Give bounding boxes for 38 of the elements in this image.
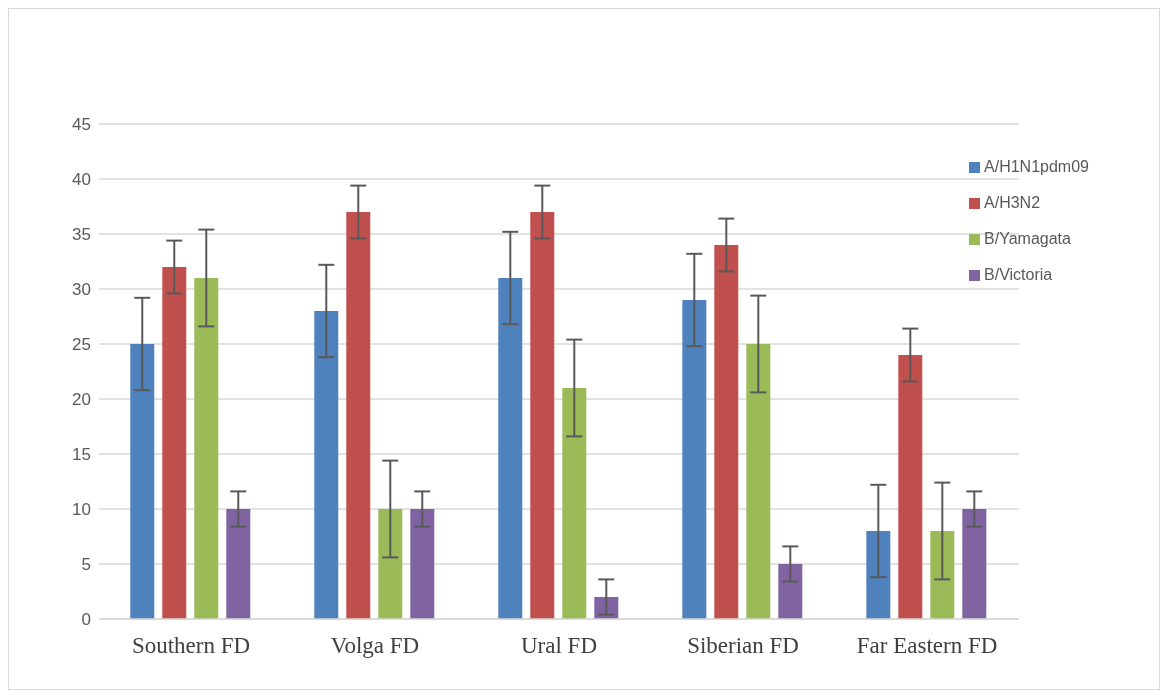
y-tick-label: 45 bbox=[72, 115, 91, 135]
y-tick-label: 30 bbox=[72, 280, 91, 300]
x-tick-label: Siberian FD bbox=[687, 633, 799, 659]
y-tick-label: 10 bbox=[72, 500, 91, 520]
bar bbox=[346, 212, 371, 619]
bar bbox=[378, 509, 403, 619]
bar bbox=[962, 509, 987, 619]
bar bbox=[562, 388, 587, 619]
legend-label: A/H3N2 bbox=[984, 194, 1041, 211]
bar bbox=[194, 278, 219, 619]
y-tick-label: 15 bbox=[72, 445, 91, 465]
bar bbox=[682, 300, 707, 619]
legend-label: B/Victoria bbox=[984, 266, 1053, 283]
y-tick-label: 40 bbox=[72, 170, 91, 190]
x-tick-label: Southern FD bbox=[131, 633, 251, 659]
bar bbox=[746, 344, 771, 619]
x-tick-label: Volga FD bbox=[330, 633, 420, 659]
bar bbox=[930, 531, 955, 619]
bar bbox=[162, 267, 187, 619]
y-tick-label: 0 bbox=[81, 610, 91, 630]
y-tick-label: 35 bbox=[72, 225, 91, 245]
y-tick-label: 25 bbox=[72, 335, 91, 355]
legend-label: A/H1N1pdm09 bbox=[984, 158, 1089, 175]
x-tick-label: Ural FD bbox=[521, 633, 598, 659]
bar bbox=[778, 564, 803, 619]
y-tick-label: 20 bbox=[72, 390, 91, 410]
bar bbox=[866, 531, 891, 619]
legend-label: B/Yamagata bbox=[984, 230, 1071, 247]
x-tick-label: Far Eastern FD bbox=[856, 633, 998, 659]
bar bbox=[898, 355, 923, 619]
bar bbox=[314, 311, 339, 619]
bar bbox=[410, 509, 435, 619]
bar bbox=[226, 509, 251, 619]
y-tick-label: 5 bbox=[81, 555, 91, 575]
bar bbox=[714, 245, 739, 619]
bar bbox=[130, 344, 155, 619]
bar bbox=[498, 278, 523, 619]
bar bbox=[530, 212, 555, 619]
